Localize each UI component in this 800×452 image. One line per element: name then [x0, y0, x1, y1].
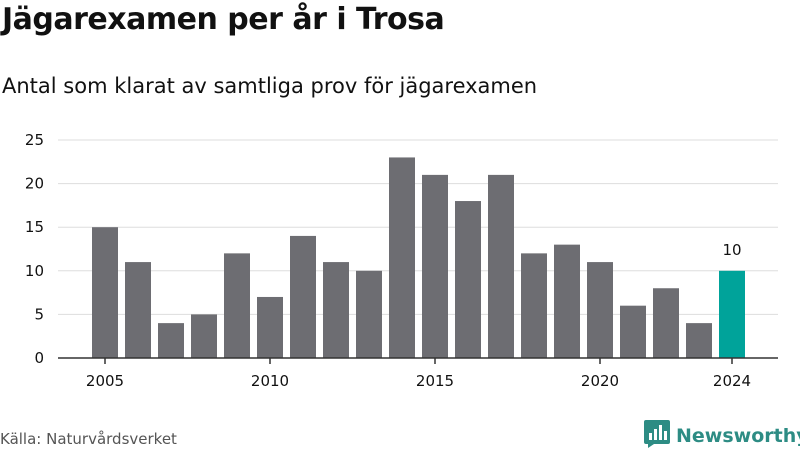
y-tick-label: 20 — [25, 175, 44, 193]
bar-2015 — [422, 174, 448, 358]
source-note: Källa: Naturvårdsverket — [0, 430, 177, 448]
data-label-2024: 10 — [722, 241, 741, 259]
bar-2016 — [455, 201, 481, 358]
newsworthy-logo-icon — [644, 420, 670, 452]
bar-2006 — [125, 262, 151, 358]
bar-2017 — [488, 174, 514, 358]
bar-2014 — [389, 157, 415, 358]
bar-2010 — [257, 296, 283, 358]
bar-2011 — [290, 235, 316, 358]
bar-2005 — [92, 227, 118, 358]
brand: Newsworthy — [644, 420, 800, 452]
x-tick-label: 2010 — [251, 372, 289, 390]
bars — [92, 157, 745, 358]
bar-2021 — [620, 305, 646, 358]
x-axis: 2005 2010 2015 2020 2024 — [58, 357, 778, 390]
bar-2024 — [719, 270, 745, 358]
bar-2013 — [356, 270, 382, 358]
bar-2018 — [521, 253, 547, 358]
bar-2023 — [686, 323, 712, 358]
chart-subtitle: Antal som klarat av samtliga prov för jä… — [2, 74, 538, 98]
brand-name: Newsworthy — [676, 425, 800, 447]
bar-2007 — [158, 323, 184, 358]
data-labels: 10 — [722, 241, 741, 259]
y-tick-label: 5 — [34, 305, 44, 323]
x-tick-label: 2005 — [86, 372, 124, 390]
y-tick-label: 10 — [25, 262, 44, 280]
bar-2012 — [323, 262, 349, 358]
x-tick-label: 2020 — [581, 372, 619, 390]
x-tick-label: 2024 — [713, 372, 751, 390]
bar-2008 — [191, 314, 217, 358]
bar-2020 — [587, 262, 613, 358]
bar-chart: 0 5 10 15 20 25 2005 2010 2015 2020 2024 10 — [25, 131, 778, 390]
y-tick-label: 15 — [25, 218, 44, 236]
x-tick-label: 2015 — [416, 372, 454, 390]
bar-2022 — [653, 288, 679, 358]
bar-2009 — [224, 253, 250, 358]
chart-title: Jägarexamen per år i Trosa — [2, 2, 445, 37]
y-tick-label: 25 — [25, 131, 44, 149]
bar-2019 — [554, 244, 580, 358]
y-tick-label: 0 — [34, 349, 44, 367]
